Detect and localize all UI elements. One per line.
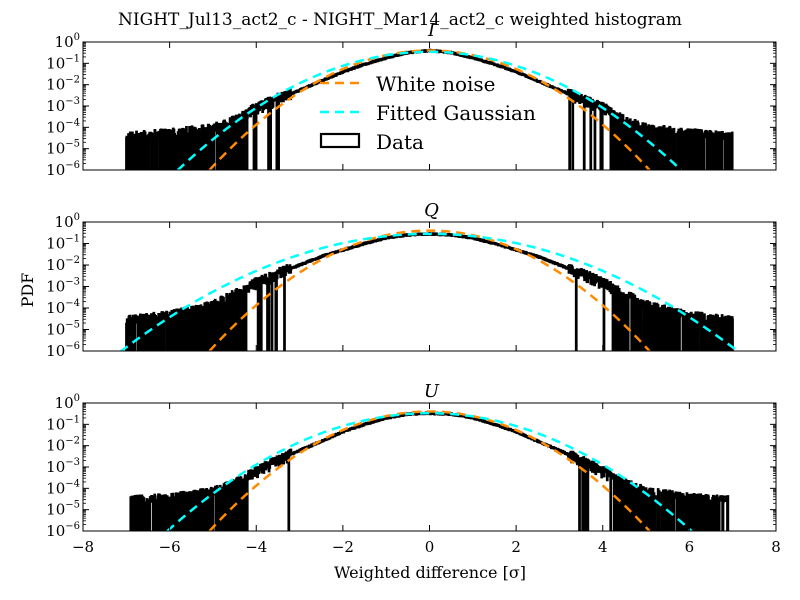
x-tick-label: 6 <box>685 538 695 556</box>
x-tick-label: 0 <box>425 538 435 556</box>
legend-label-data: Data <box>376 130 424 154</box>
y-tick-label: 10−3 <box>46 277 80 296</box>
x-tick-label: −2 <box>332 538 354 556</box>
y-tick-label: 10−2 <box>46 255 80 274</box>
y-tick-label: 10−5 <box>46 139 80 158</box>
y-tick-label: 10−4 <box>46 298 80 317</box>
x-tick-label: 4 <box>598 538 608 556</box>
white-noise-curve-q <box>208 229 651 351</box>
fitted-gaussian-curve-q <box>120 232 739 351</box>
panel-q: 100 10−1 10−2 10−3 10−4 10−5 10−6 Q <box>46 200 777 360</box>
y-axis-label: PDF <box>18 273 37 308</box>
panel-title-u: U <box>424 381 440 402</box>
y-tick-label: 10−1 <box>46 234 80 253</box>
panels-group: 10010−110−210−310−410−510−6I10010−110−21… <box>46 20 781 556</box>
legend-label-fitted-gaussian: Fitted Gaussian <box>376 101 536 125</box>
y-tick-label: 100 <box>55 32 80 51</box>
y-tick-label: 100 <box>55 393 80 412</box>
x-tick-label: 8 <box>771 538 781 556</box>
fitted-gaussian-curve-u <box>166 411 693 531</box>
panel-u: −8 −6 −4 −2 0 2 4 6 8 100 10−1 10−2 10−3 10−4 10−5 10−6… <box>46 381 781 556</box>
y-tick-label: 10−2 <box>46 75 80 94</box>
legend-swatch-data <box>319 132 361 149</box>
white-noise-curve-i <box>208 49 651 170</box>
fitted-gaussian-curve-i <box>176 50 683 170</box>
x-tick-label: 2 <box>511 538 521 556</box>
legend-label-white-noise: White noise <box>376 72 495 96</box>
figure-title: NIGHT_Jul13_act2_c - NIGHT_Mar14_act2_c … <box>118 10 682 30</box>
white-noise-curve-u <box>208 410 651 531</box>
y-tick-label: 10−3 <box>46 96 80 115</box>
y-tick-label: 10−1 <box>46 53 80 72</box>
legend: White noise Fitted Gaussian Data <box>319 72 536 154</box>
y-tick-label: 10−2 <box>46 436 80 455</box>
y-tick-label: 10−3 <box>46 457 80 476</box>
y-tick-label: 10−6 <box>46 521 80 540</box>
y-tick-label: 10−6 <box>46 160 80 179</box>
x-tick-label: −8 <box>72 538 94 556</box>
x-tick-label: −6 <box>159 538 181 556</box>
y-tick-label: 10−5 <box>46 500 80 519</box>
x-axis-label: Weighted difference [σ] <box>334 563 526 582</box>
y-tick-label: 10−5 <box>46 320 80 339</box>
x-tick-label: −4 <box>245 538 267 556</box>
panel-title-i: I <box>427 20 436 41</box>
y-tick-label: 10−4 <box>46 117 80 136</box>
y-tick-label: 10−6 <box>46 341 80 360</box>
y-tick-label: 100 <box>55 212 80 231</box>
y-tick-label: 10−1 <box>46 414 80 433</box>
panel-i: 100 10−1 10−2 10−3 10−4 10−5 10−6 I <box>46 20 777 179</box>
panel-title-q: Q <box>424 200 439 221</box>
y-tick-label: 10−4 <box>46 478 80 497</box>
